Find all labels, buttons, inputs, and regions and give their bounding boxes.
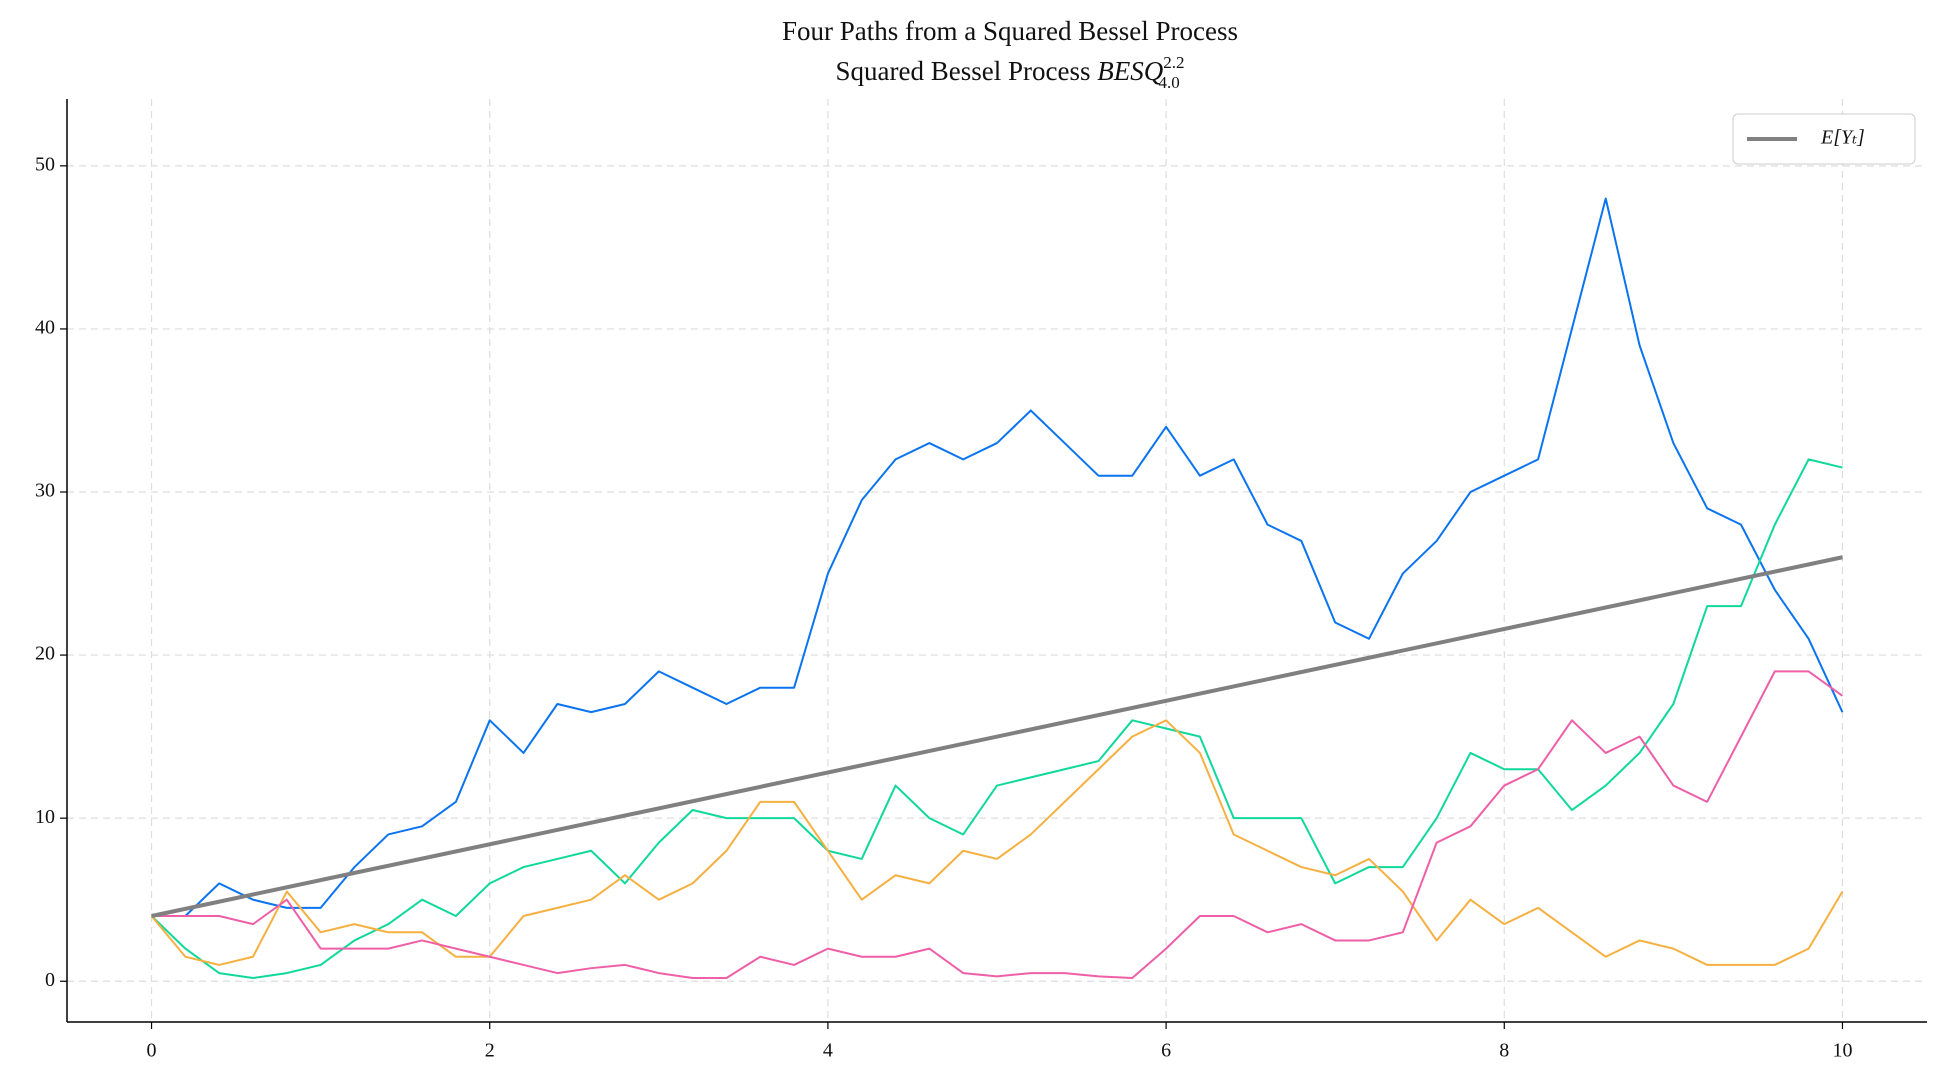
- legend-label: E[Yₜ]: [1820, 127, 1865, 149]
- line-series: [151, 670, 1844, 979]
- x-tick-label: 4: [823, 1040, 833, 1062]
- subtitle-sup: 2.2: [1163, 53, 1184, 72]
- y-tick-label: 10: [35, 806, 55, 828]
- subtitle-sub: 4.0: [1158, 73, 1179, 92]
- y-tick-label: 50: [35, 153, 55, 175]
- x-tick-label: 8: [1499, 1040, 1509, 1062]
- y-tick-label: 20: [35, 643, 55, 665]
- x-tick-label: 10: [1832, 1040, 1852, 1062]
- chart-title: Four Paths from a Squared Bessel Process: [782, 16, 1238, 46]
- y-tick-label: 30: [35, 480, 55, 502]
- y-tick-label: 40: [35, 317, 55, 339]
- x-tick-label: 2: [485, 1040, 495, 1062]
- line-series: [150, 719, 1844, 966]
- chart-subtitle: Squared Bessel Process BESQ2.2 4.0: [836, 53, 1185, 92]
- line-series: [150, 458, 1843, 979]
- subtitle-math: BESQ: [1097, 56, 1163, 86]
- y-tick-label: 0: [45, 969, 55, 991]
- subtitle-text: Squared Bessel Process: [836, 56, 1091, 86]
- line-series: [151, 197, 1844, 918]
- legend-box: [1732, 113, 1916, 165]
- x-tick-label: 0: [147, 1040, 157, 1062]
- x-tick-label: 6: [1161, 1040, 1171, 1062]
- line-series: [151, 555, 1843, 918]
